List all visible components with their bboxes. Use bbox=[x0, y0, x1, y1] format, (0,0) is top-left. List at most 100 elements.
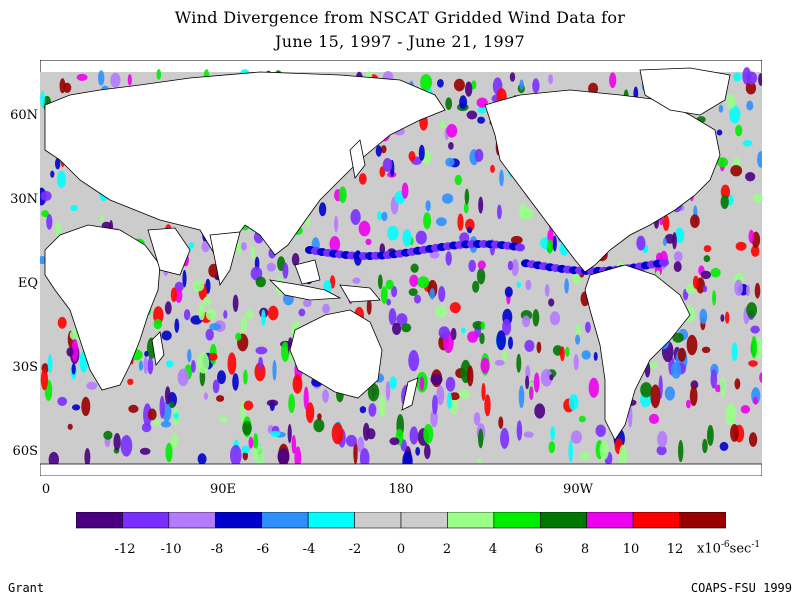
divergence-blob bbox=[251, 245, 255, 260]
divergence-blob bbox=[751, 336, 757, 359]
divergence-blob bbox=[291, 253, 300, 266]
lat-label-30n: 30N bbox=[10, 192, 38, 207]
colorbar-label: -2 bbox=[348, 542, 362, 557]
divergence-blob bbox=[219, 416, 228, 423]
divergence-blob bbox=[47, 354, 53, 374]
colorbar-swatch bbox=[447, 512, 495, 529]
divergence-blob bbox=[86, 381, 98, 390]
divergence-blob bbox=[357, 436, 365, 453]
divergence-blob bbox=[735, 241, 747, 251]
divergence-blob bbox=[745, 71, 758, 85]
divergence-blob bbox=[334, 215, 339, 233]
divergence-blob bbox=[182, 269, 187, 288]
divergence-blob bbox=[750, 325, 760, 334]
lat-label-30s: 30S bbox=[12, 360, 38, 375]
divergence-blob bbox=[710, 369, 718, 389]
divergence-blob bbox=[466, 365, 474, 387]
divergence-blob bbox=[267, 305, 279, 321]
divergence-blob bbox=[734, 279, 743, 296]
divergence-blob bbox=[449, 302, 461, 314]
divergence-blob bbox=[499, 169, 504, 187]
divergence-blob bbox=[205, 308, 217, 321]
divergence-blob bbox=[402, 229, 412, 247]
divergence-blob bbox=[254, 362, 266, 382]
divergence-blob bbox=[113, 433, 121, 451]
divergence-blob bbox=[726, 93, 736, 109]
divergence-blob bbox=[468, 259, 477, 272]
divergence-blob bbox=[191, 360, 196, 373]
divergence-blob bbox=[381, 211, 388, 222]
divergence-blob bbox=[746, 100, 754, 111]
indonesia bbox=[268, 279, 342, 301]
divergence-blob bbox=[494, 359, 505, 366]
divergence-blob bbox=[474, 148, 484, 162]
divergence-blob bbox=[549, 311, 561, 326]
divergence-blob bbox=[164, 301, 172, 315]
colorbar-swatch bbox=[261, 512, 309, 529]
divergence-blob bbox=[525, 279, 532, 291]
divergence-blob bbox=[389, 376, 398, 390]
divergence-blob bbox=[568, 440, 573, 463]
divergence-blob bbox=[480, 357, 490, 374]
divergence-blob bbox=[362, 422, 370, 441]
divergence-blob bbox=[174, 318, 180, 333]
divergence-blob bbox=[702, 285, 708, 293]
lat-label-60s: 60S bbox=[12, 444, 38, 459]
divergence-blob bbox=[418, 144, 425, 161]
europe-asia bbox=[44, 71, 446, 256]
lon-label-0: 0 bbox=[41, 482, 51, 497]
divergence-blob bbox=[177, 368, 189, 387]
divergence-blob bbox=[192, 280, 205, 292]
divergence-blob bbox=[408, 151, 416, 162]
divergence-blob bbox=[423, 424, 434, 444]
divergence-blob bbox=[459, 95, 468, 110]
divergence-blob bbox=[547, 239, 553, 254]
divergence-blob bbox=[730, 165, 743, 177]
divergence-blob bbox=[127, 74, 132, 86]
divergence-blob bbox=[436, 385, 445, 406]
colorbar-swatch bbox=[307, 512, 355, 529]
lon-label-90w: 90W bbox=[563, 482, 593, 497]
divergence-blob bbox=[572, 273, 581, 284]
divergence-blob bbox=[677, 347, 687, 362]
divergence-blob bbox=[522, 315, 531, 328]
divergence-blob bbox=[525, 375, 530, 390]
divergence-blob bbox=[205, 328, 214, 341]
divergence-blob bbox=[703, 255, 711, 263]
divergence-blob bbox=[458, 389, 470, 399]
divergence-blob bbox=[457, 213, 464, 231]
divergence-blob bbox=[522, 208, 534, 220]
divergence-blob bbox=[560, 346, 565, 362]
divergence-blob bbox=[243, 369, 248, 385]
divergence-blob bbox=[380, 145, 387, 154]
divergence-blob bbox=[497, 204, 502, 220]
divergence-blob bbox=[453, 78, 465, 92]
divergence-blob bbox=[712, 290, 717, 306]
lon-label-90e: 90E bbox=[209, 482, 237, 497]
madagascar bbox=[151, 331, 165, 366]
divergence-blob bbox=[291, 435, 297, 454]
colorbar-label: 6 bbox=[534, 542, 544, 557]
divergence-blob bbox=[322, 389, 329, 403]
borneo bbox=[294, 259, 321, 285]
divergence-blob bbox=[159, 395, 165, 419]
divergence-blob bbox=[477, 260, 486, 270]
divergence-blob bbox=[746, 302, 757, 318]
colorbar-swatch bbox=[214, 512, 263, 529]
colorbar-label: 8 bbox=[580, 542, 590, 557]
divergence-blob bbox=[203, 392, 208, 400]
divergence-blob bbox=[164, 386, 171, 405]
divergence-blob bbox=[733, 72, 742, 82]
divergence-blob bbox=[516, 281, 521, 288]
divergence-blob bbox=[710, 267, 721, 278]
colorbar-label: -10 bbox=[160, 542, 182, 557]
japan bbox=[349, 139, 366, 179]
colorbar-swatch bbox=[76, 512, 123, 529]
divergence-blob bbox=[385, 279, 394, 290]
divergence-blob bbox=[716, 157, 729, 168]
divergence-blob bbox=[511, 259, 519, 277]
divergence-blob bbox=[243, 400, 254, 411]
divergence-blob bbox=[430, 409, 438, 428]
divergence-blob bbox=[248, 436, 254, 449]
divergence-blob bbox=[277, 448, 290, 466]
